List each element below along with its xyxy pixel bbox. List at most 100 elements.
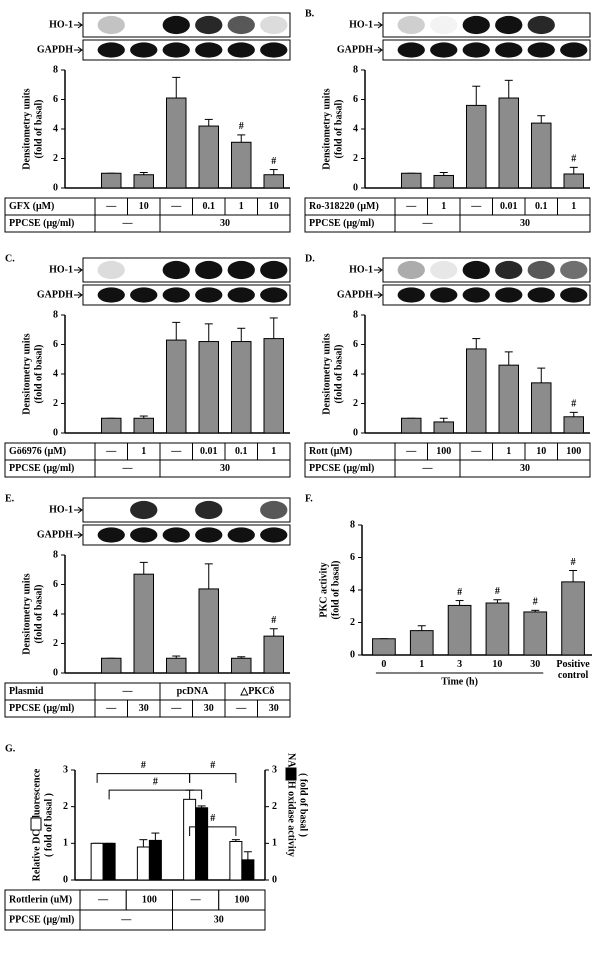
significance-mark: # — [533, 597, 538, 608]
legend-swatch — [285, 767, 297, 781]
blot-label: GAPDH — [337, 289, 373, 300]
y-axis-label: (fold of basal) — [33, 100, 44, 159]
bracket-label: # — [210, 760, 215, 771]
y-axis-label: Densitometry units — [21, 88, 32, 169]
bar — [409, 630, 434, 656]
blot-band — [227, 42, 255, 58]
blot-arrow — [74, 506, 83, 514]
x-tick-label-box: 3 — [457, 659, 463, 670]
blot-arrow — [74, 21, 83, 29]
x-tick-label: 3 — [457, 659, 463, 670]
blot-band — [227, 527, 255, 543]
table-cell — [159, 214, 291, 233]
table-cell-text: 10 — [269, 201, 279, 212]
y-tick-label: 8 — [353, 64, 358, 75]
table-row-label: Rott (μM) — [309, 446, 352, 457]
blot-band — [97, 527, 125, 543]
table-row-label: PPCSE (μg/ml) — [309, 463, 374, 474]
table-cell-text: — — [422, 218, 434, 229]
bar — [133, 174, 154, 189]
bracket-label: # — [210, 813, 215, 824]
blot-band — [162, 287, 190, 303]
table-row-label: Plasmid — [9, 686, 44, 697]
y-tick-label: 6 — [353, 339, 358, 350]
y-axis-label: Densitometry units — [21, 333, 32, 414]
bar — [133, 417, 154, 434]
bracket — [108, 789, 203, 800]
blot-label: HO-1 — [349, 19, 373, 30]
blot-label: GAPDH — [37, 289, 73, 300]
x-tick-label: Positive control — [556, 659, 590, 681]
table-cell-text: 30 — [204, 703, 214, 714]
y2-tick-label: 1 — [272, 838, 277, 849]
blot-band — [260, 42, 288, 58]
blot-band — [462, 42, 490, 58]
x-tick-label-box: 0 — [381, 659, 386, 670]
y-tick-label: 2 — [63, 801, 68, 812]
blot-band — [495, 260, 523, 280]
table-cell-text: — — [170, 446, 182, 457]
bar — [231, 141, 252, 189]
y-axis-label: Densitometry units — [21, 573, 32, 654]
panel-label: C. — [5, 253, 15, 264]
y2-tick-label: 2 — [272, 801, 277, 812]
blot-band — [195, 500, 223, 520]
blot-arrow — [74, 291, 83, 299]
blot-arrow — [374, 291, 383, 299]
table-cell — [459, 214, 591, 233]
y-tick-label: 4 — [53, 123, 58, 134]
table-row-label: PPCSE (μg/ml) — [309, 218, 374, 229]
blot-band — [560, 287, 588, 303]
table-cell-text: 30 — [214, 914, 224, 925]
blot-band — [527, 15, 555, 35]
table-cell-text: 100 — [234, 894, 249, 905]
blot-band — [462, 287, 490, 303]
table-cell-text: — — [470, 201, 482, 212]
table-cell-text: 10 — [536, 446, 546, 457]
y-tick-label: 0 — [53, 427, 58, 438]
y-tick-label: 8 — [53, 309, 58, 320]
table-cell-text: — — [405, 201, 417, 212]
blot-band — [227, 15, 255, 35]
x-tick-label-box: 30 — [530, 659, 540, 670]
blot-band — [430, 260, 458, 280]
blot-band — [130, 500, 158, 520]
blot-label: HO-1 — [49, 264, 73, 275]
table-cell-text: — — [470, 446, 482, 457]
significance-mark: # — [495, 586, 500, 597]
y-tick-label: 6 — [53, 339, 58, 350]
bracket-label: # — [141, 760, 146, 771]
blot-arrow — [374, 46, 383, 54]
bracket — [96, 773, 191, 783]
blot-band — [495, 287, 523, 303]
table-cell-text: 1 — [441, 201, 446, 212]
x-tick-label-box: 1 — [419, 659, 424, 670]
blot-band — [527, 260, 555, 280]
y-tick-label: 6 — [53, 94, 58, 105]
table-cell-text: △PKCδ — [240, 686, 275, 697]
table-cell-text: — — [122, 686, 134, 697]
bar — [101, 417, 122, 434]
bar — [466, 104, 487, 189]
table-cell-text: 0.1 — [203, 201, 216, 212]
y-tick-label: 1 — [63, 838, 68, 849]
bar — [231, 341, 252, 434]
table-cell-text: — — [122, 218, 134, 229]
bracket-label: # — [153, 776, 158, 787]
y-tick-label: 4 — [350, 584, 355, 595]
bar — [133, 573, 154, 674]
table-cell-text: 0.1 — [235, 446, 248, 457]
blot-arrow — [74, 531, 83, 539]
panel-label: B. — [305, 8, 315, 19]
blot-band — [495, 15, 523, 35]
table-cell-text: 1 — [271, 446, 276, 457]
table-cell-text: — — [170, 201, 182, 212]
bar — [101, 172, 122, 189]
bar — [241, 859, 255, 881]
table-cell-text: — — [422, 463, 434, 474]
y2-tick-label: 3 — [272, 764, 277, 775]
bar — [229, 841, 243, 881]
table-cell-text: 1 — [571, 201, 576, 212]
y-tick-label: 8 — [53, 64, 58, 75]
y-axis-label: Densitometry units — [321, 88, 332, 169]
